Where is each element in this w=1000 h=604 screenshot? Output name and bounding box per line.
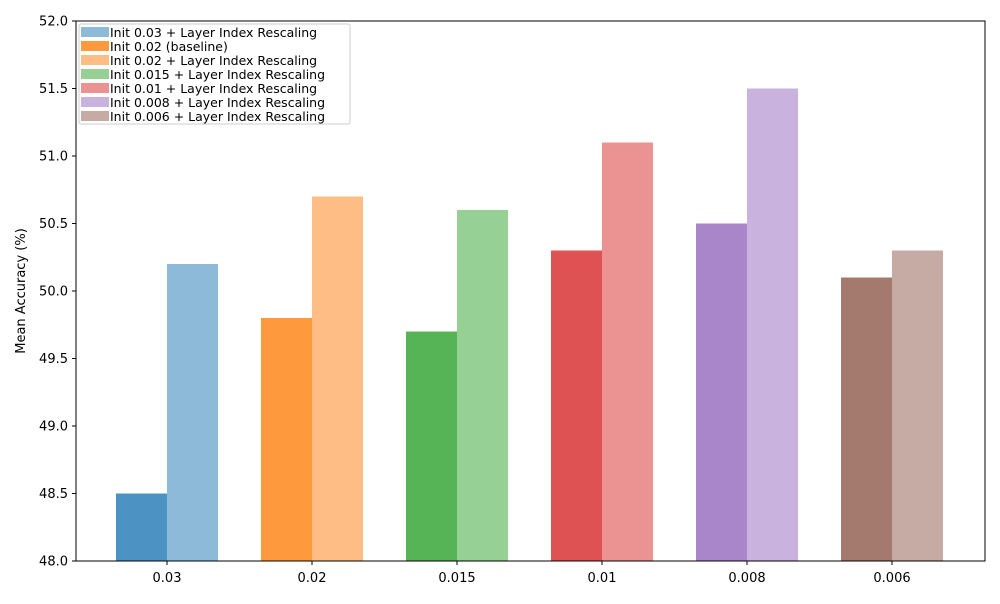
y-tick-label: 48.5 bbox=[39, 487, 68, 502]
bar-0.03-left bbox=[116, 493, 167, 561]
y-tick-label: 49.5 bbox=[39, 352, 68, 367]
x-tick-label: 0.02 bbox=[298, 571, 327, 586]
x-tick-label: 0.006 bbox=[873, 571, 910, 586]
legend-label: Init 0.02 (baseline) bbox=[110, 39, 228, 54]
y-tick-label: 50.0 bbox=[39, 285, 68, 300]
bar-0.008-left bbox=[696, 223, 747, 561]
x-tick-label: 0.015 bbox=[438, 571, 475, 586]
bar-0.01-left bbox=[551, 250, 602, 561]
legend-label: Init 0.015 + Layer Index Rescaling bbox=[110, 67, 325, 82]
y-tick-label: 50.5 bbox=[39, 217, 68, 232]
x-tick-label: 0.008 bbox=[728, 571, 765, 586]
legend-label: Init 0.008 + Layer Index Rescaling bbox=[110, 95, 325, 110]
y-tick-label: 49.0 bbox=[39, 420, 68, 435]
bar-0.02-right bbox=[312, 196, 363, 561]
bar-0.006-right bbox=[892, 250, 943, 561]
y-axis-label: Mean Accuracy (%) bbox=[14, 228, 29, 354]
legend-swatch bbox=[81, 41, 109, 51]
x-tick-label: 0.03 bbox=[153, 571, 182, 586]
legend-swatch bbox=[81, 55, 109, 65]
legend-frame bbox=[78, 23, 351, 125]
legend-swatch bbox=[81, 83, 109, 93]
y-tick-label: 52.0 bbox=[39, 15, 68, 30]
bar-0.008-right bbox=[747, 88, 798, 561]
y-tick-label: 48.0 bbox=[39, 555, 68, 570]
legend-label: Init 0.006 + Layer Index Rescaling bbox=[110, 109, 325, 124]
y-tick-label: 51.0 bbox=[39, 150, 68, 165]
bar-0.01-right bbox=[602, 142, 653, 561]
legend-swatch bbox=[81, 69, 109, 79]
legend-swatch bbox=[81, 97, 109, 107]
x-tick-label: 0.01 bbox=[588, 571, 617, 586]
y-tick-label: 51.5 bbox=[39, 82, 68, 97]
bars-layer bbox=[116, 88, 943, 561]
legend-label: Init 0.03 + Layer Index Rescaling bbox=[110, 25, 317, 40]
bar-0.006-left bbox=[841, 277, 892, 561]
bar-0.02-left bbox=[261, 318, 312, 561]
legend-swatch bbox=[81, 111, 109, 121]
legend-swatch bbox=[81, 27, 109, 37]
axes-layer: 48.0 48.5 49.0 49.5 50.0 50.5 51.0 51.5 52.0 0.03… bbox=[39, 15, 986, 586]
bar-0.03-right bbox=[167, 264, 218, 561]
bar-0.015-left bbox=[406, 331, 457, 561]
legend-label: Init 0.02 + Layer Index Rescaling bbox=[110, 53, 317, 68]
bar-0.015-right bbox=[457, 210, 508, 561]
legend-label: Init 0.01 + Layer Index Rescaling bbox=[110, 81, 317, 96]
